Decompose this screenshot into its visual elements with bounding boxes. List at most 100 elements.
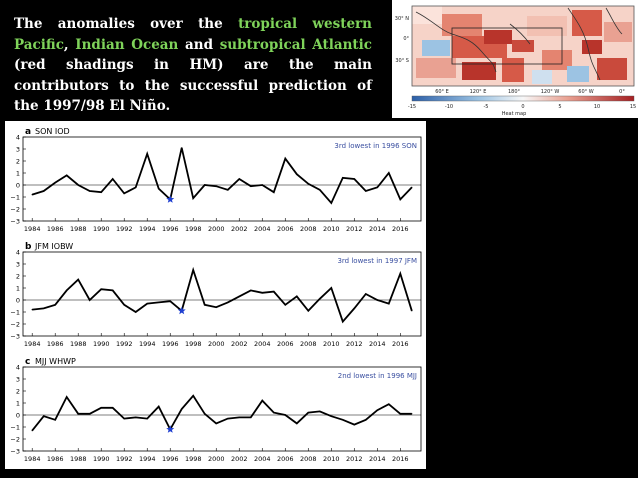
- data-point: [319, 410, 321, 412]
- data-point: [273, 412, 275, 414]
- x-tick-label: 2006: [277, 225, 294, 233]
- data-point: [31, 194, 33, 196]
- heatmap-cell: [572, 10, 602, 36]
- data-point: [192, 395, 194, 397]
- y-tick-label: 0: [16, 297, 20, 305]
- y-tick-label: 1: [16, 400, 20, 408]
- data-point: [135, 186, 137, 188]
- heatmap-colorbar-ticks: -15 -10 -5 0 5 10 15: [408, 104, 636, 110]
- colorbar-tick-label: -10: [445, 104, 453, 110]
- x-tick-label: 2012: [346, 225, 363, 233]
- data-point: [284, 158, 286, 160]
- plot-frame: [22, 136, 422, 222]
- data-point: [261, 184, 263, 186]
- y-tick-label: 4: [16, 364, 20, 372]
- panel-letter: c: [25, 357, 30, 367]
- data-point: [388, 172, 390, 174]
- data-point: [112, 178, 114, 180]
- y-tick-label: 4: [16, 249, 20, 257]
- data-point: [365, 419, 367, 421]
- data-point: [365, 190, 367, 192]
- heatmap-lat-label: 0°: [403, 36, 409, 42]
- chart-panel-c: c MJJ WHWP 4 3 2 1 0 −1 −2 −3 1984 1986 1988 1990 1992…: [10, 357, 422, 463]
- heatmap-cell: [527, 16, 567, 36]
- x-tick-label: 2006: [277, 340, 294, 348]
- x-tick-label: 2004: [254, 225, 271, 233]
- data-point: [273, 291, 275, 293]
- colorbar-tick-label: 10: [594, 104, 600, 110]
- data-point: [330, 202, 332, 204]
- y-tick-label: −2: [10, 206, 20, 214]
- data-point: [146, 418, 148, 420]
- chart-annotation: 3rd lowest in 1997 JFM: [337, 257, 417, 265]
- x-tick-label: 1988: [70, 455, 87, 463]
- x-tick-label: 2016: [392, 225, 409, 233]
- x-tick-label: 1986: [47, 225, 64, 233]
- data-point: [353, 178, 355, 180]
- data-point: [77, 279, 79, 281]
- x-tick-label: 1992: [116, 455, 133, 463]
- headline-part-3: and: [178, 36, 220, 53]
- data-point: [100, 191, 102, 193]
- data-point: [204, 413, 206, 415]
- data-point: [135, 311, 137, 313]
- heatmap-cell: [416, 58, 456, 78]
- headline-highlight-indian-ocean: Indian Ocean: [75, 36, 179, 53]
- series-line: [31, 147, 413, 205]
- highlight-star: [166, 195, 175, 203]
- y-tick-label: 3: [16, 146, 20, 154]
- x-tick-label: 1988: [70, 225, 87, 233]
- x-tick-label: 2002: [231, 340, 248, 348]
- data-point: [66, 396, 68, 398]
- data-point: [89, 299, 91, 301]
- heatmap-figure: 30° N 0° 30° S 60° E 120° E 180° 120° W …: [392, 0, 638, 118]
- heatmap-cell: [582, 40, 602, 54]
- y-tick-label: −3: [10, 333, 20, 341]
- data-point: [135, 416, 137, 418]
- x-tick-label: 2014: [369, 455, 386, 463]
- heatmap-lon-label: 60° E: [435, 89, 449, 95]
- data-point: [204, 184, 206, 186]
- data-point: [399, 273, 401, 275]
- heatmap-cell: [484, 30, 512, 44]
- data-point: [342, 419, 344, 421]
- data-point: [158, 301, 160, 303]
- data-point: [411, 186, 413, 188]
- x-tick-label: 2002: [231, 225, 248, 233]
- heatmap-lon-label: 120° W: [541, 89, 560, 95]
- data-point: [215, 185, 217, 187]
- heatmap-cell: [597, 58, 627, 80]
- data-point: [273, 191, 275, 193]
- heatmap-lon-labels: 60° E 120° E 180° 120° W 60° W 0°: [435, 89, 625, 95]
- data-point: [238, 416, 240, 418]
- x-tick-label: 1990: [93, 455, 110, 463]
- x-tick-label: 2004: [254, 340, 271, 348]
- x-tick-label: 2008: [300, 225, 317, 233]
- data-point: [43, 190, 45, 192]
- data-point: [89, 413, 91, 415]
- data-point: [169, 300, 171, 302]
- heatmap-lat-labels: 30° N 0° 30° S: [395, 16, 410, 64]
- data-point: [388, 303, 390, 305]
- x-tick-label: 2012: [346, 340, 363, 348]
- heatmap-lon-label: 180°: [508, 89, 521, 95]
- data-point: [284, 414, 286, 416]
- x-tick-label: 1994: [139, 225, 156, 233]
- y-tick-label: 4: [16, 134, 20, 142]
- x-tick-label: 2000: [208, 455, 225, 463]
- x-tick-label: 1990: [93, 340, 110, 348]
- data-point: [307, 310, 309, 312]
- heatmap-cell: [542, 50, 572, 70]
- x-tick-label: 1996: [162, 455, 179, 463]
- data-point: [261, 400, 263, 402]
- x-tick-label: 1998: [185, 455, 202, 463]
- x-tick-label: 1988: [70, 340, 87, 348]
- heatmap-lat-label: 30° S: [395, 58, 409, 64]
- data-point: [342, 177, 344, 179]
- data-point: [319, 298, 321, 300]
- data-point: [296, 295, 298, 297]
- heatmap-cell: [502, 58, 524, 82]
- data-point: [146, 303, 148, 305]
- data-point: [146, 153, 148, 155]
- data-point: [365, 293, 367, 295]
